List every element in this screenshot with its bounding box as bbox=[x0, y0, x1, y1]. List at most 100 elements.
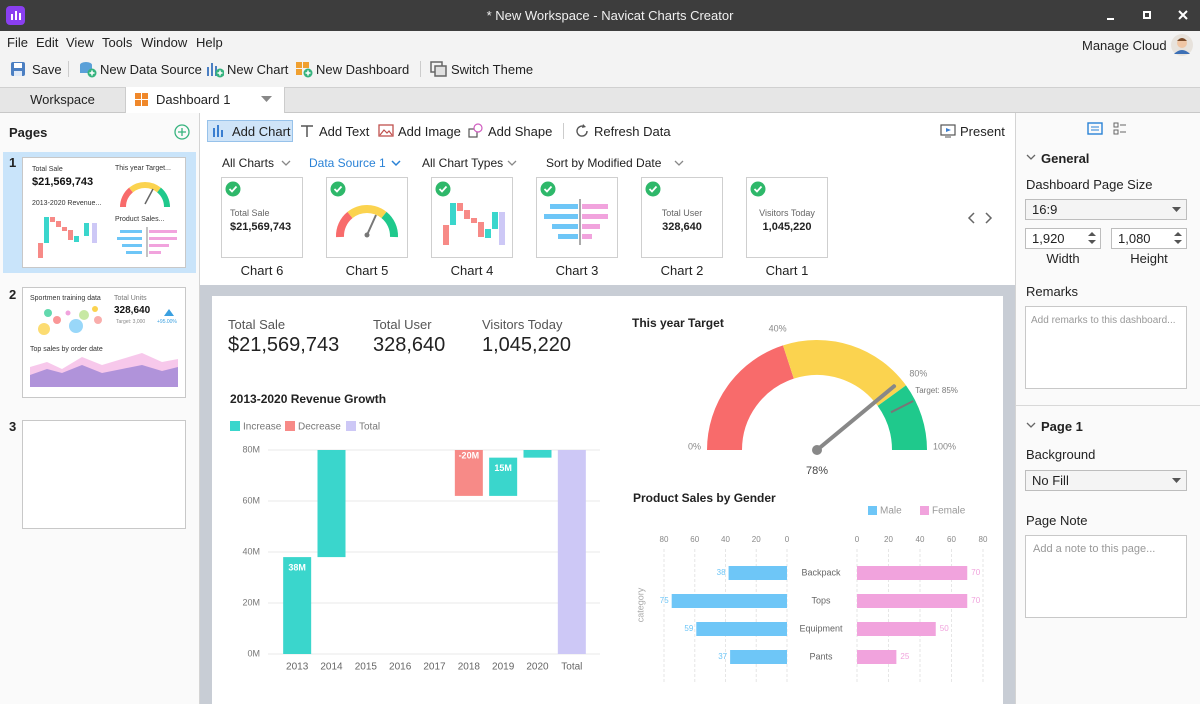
y-tick-label: 80M bbox=[242, 444, 260, 454]
toolbar-button[interactable]: Switch Theme bbox=[451, 62, 534, 77]
toolbar-button[interactable]: Add Shape bbox=[488, 124, 553, 139]
separator bbox=[420, 61, 421, 77]
section-title[interactable]: General bbox=[1041, 151, 1090, 166]
remarks-input[interactable]: Add remarks to this dashboard... bbox=[1025, 306, 1187, 389]
category-label: Pants bbox=[809, 651, 833, 661]
bar bbox=[857, 650, 897, 664]
theme-icon[interactable] bbox=[430, 61, 447, 77]
thumb-text: Target: 3,000 bbox=[116, 319, 146, 325]
kpi-value: $21,569,743 bbox=[228, 334, 340, 356]
toolbar-button[interactable]: Refresh Data bbox=[594, 124, 671, 139]
tab-active[interactable] bbox=[125, 87, 285, 113]
card-title: Total User bbox=[661, 208, 703, 218]
bar bbox=[421, 432, 449, 445]
chevron[interactable] bbox=[674, 160, 684, 167]
page-thumbnail[interactable] bbox=[22, 420, 186, 529]
toolbar-button[interactable]: Present bbox=[960, 124, 1005, 139]
chevron[interactable] bbox=[281, 160, 291, 167]
background-select[interactable]: No Fill bbox=[1025, 470, 1187, 491]
y-tick-label: 60M bbox=[242, 495, 260, 505]
thumb-text: Sportmen training data bbox=[30, 295, 101, 302]
thumb-text: Top sales by order date bbox=[30, 346, 103, 353]
value-label: 50 bbox=[940, 624, 949, 633]
app-icon bbox=[6, 6, 25, 25]
window-controls[interactable] bbox=[1100, 8, 1195, 24]
value-label: 78% bbox=[806, 465, 828, 477]
new-dashboard-icon[interactable] bbox=[295, 61, 313, 78]
thumb-text: Product Sales... bbox=[115, 216, 165, 223]
account-link[interactable]: Manage Cloud bbox=[1082, 38, 1167, 53]
menu-item[interactable]: Edit bbox=[36, 35, 59, 50]
x-tick-label: 2019 bbox=[492, 662, 515, 673]
charts: 2013-2020 Revenue Growth Increase Decrease… bbox=[230, 316, 988, 682]
collapse[interactable] bbox=[1026, 422, 1036, 429]
save-icon[interactable] bbox=[10, 61, 26, 77]
bar bbox=[857, 594, 968, 608]
value-label: 70 bbox=[971, 568, 980, 577]
filter[interactable]: All Charts bbox=[222, 156, 275, 170]
card-name: Chart 2 bbox=[660, 263, 704, 278]
axis-label: category bbox=[635, 587, 645, 622]
bar bbox=[557, 450, 586, 654]
page-number: 3 bbox=[9, 419, 17, 434]
filter[interactable]: Data Source 1 bbox=[309, 156, 386, 170]
thumb-charts bbox=[30, 306, 178, 387]
tab[interactable]: Workspace bbox=[30, 92, 95, 107]
chevron[interactable] bbox=[391, 160, 401, 167]
value-label: 90M bbox=[563, 430, 581, 440]
page-thumbnail[interactable] bbox=[22, 157, 186, 268]
data-source-icon[interactable] bbox=[79, 61, 97, 78]
filter[interactable]: Sort by Modified Date bbox=[546, 156, 662, 170]
legend-label: Male bbox=[880, 506, 902, 517]
card-name: Chart 3 bbox=[555, 263, 599, 278]
needle-hub bbox=[812, 445, 822, 455]
thumb-text: 2013-2020 Revenue... bbox=[32, 200, 102, 207]
section-title[interactable]: Page 1 bbox=[1041, 419, 1083, 434]
add-chart-button[interactable] bbox=[207, 120, 293, 142]
card-value: $21,569,743 bbox=[230, 221, 292, 233]
toolbar-button[interactable]: New Chart bbox=[227, 62, 289, 77]
collapse[interactable] bbox=[1026, 154, 1036, 161]
menu-item[interactable]: Tools bbox=[102, 35, 133, 50]
avatar[interactable] bbox=[1171, 34, 1193, 56]
bar bbox=[283, 557, 312, 654]
image-icon bbox=[378, 124, 394, 137]
tab[interactable]: Dashboard 1 bbox=[156, 92, 231, 107]
card-pager[interactable] bbox=[965, 211, 995, 225]
add-page[interactable] bbox=[174, 124, 190, 140]
card-name: Chart 4 bbox=[450, 263, 494, 278]
toolbar-button[interactable]: Add Chart bbox=[232, 124, 291, 139]
menu-item[interactable]: View bbox=[66, 35, 94, 50]
new-chart-icon[interactable] bbox=[206, 61, 224, 78]
x-tick-label: 2020 bbox=[526, 662, 549, 673]
page-size-select[interactable]: 16:9 bbox=[1025, 199, 1187, 220]
x-tick-label: 2018 bbox=[458, 662, 481, 673]
x-tick-label: 20 bbox=[752, 535, 761, 544]
toolbar-button[interactable]: Add Image bbox=[398, 124, 461, 139]
field-label: Dashboard Page Size bbox=[1026, 177, 1153, 192]
panel-tabs[interactable] bbox=[1087, 122, 1129, 136]
refresh-icon bbox=[576, 124, 588, 137]
menu-item[interactable]: Help bbox=[196, 35, 223, 50]
filter[interactable]: All Chart Types bbox=[422, 156, 504, 170]
bar bbox=[671, 594, 787, 608]
toolbar-button[interactable]: Save bbox=[32, 62, 62, 77]
menu-item[interactable]: File bbox=[7, 35, 28, 50]
toolbar-button[interactable]: New Data Source bbox=[100, 62, 202, 77]
menu-item[interactable]: Window bbox=[141, 35, 188, 50]
chevron[interactable] bbox=[507, 160, 517, 167]
thumb-text: Total Units bbox=[114, 295, 147, 302]
width-input[interactable]: 1,920 bbox=[1025, 228, 1101, 249]
divider bbox=[1016, 405, 1200, 406]
toolbar-button[interactable]: Add Text bbox=[319, 124, 370, 139]
height-input[interactable]: 1,080 bbox=[1111, 228, 1187, 249]
kpi-label: Total Sale bbox=[228, 317, 286, 332]
toolbar-button[interactable]: New Dashboard bbox=[316, 62, 410, 77]
gauge-tick-label: 80% bbox=[909, 368, 927, 378]
tab-menu[interactable] bbox=[261, 96, 272, 103]
x-tick-label: 0 bbox=[855, 535, 860, 544]
value-label: -10M bbox=[390, 412, 411, 422]
spinners[interactable] bbox=[1088, 231, 1183, 245]
note-input[interactable]: Add a note to this page... bbox=[1025, 535, 1187, 618]
field-label: Page Note bbox=[1026, 513, 1088, 528]
